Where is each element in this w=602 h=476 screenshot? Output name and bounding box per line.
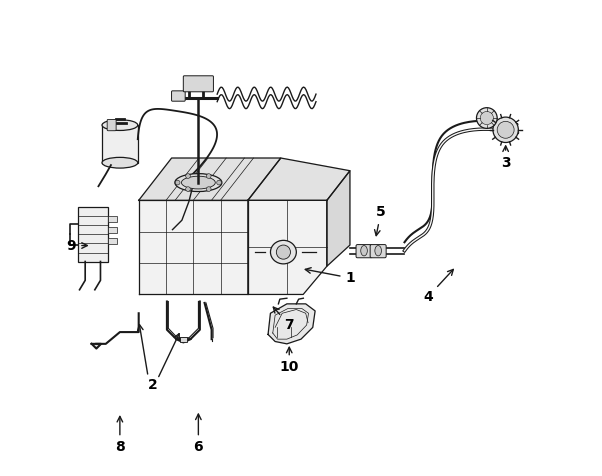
Polygon shape bbox=[92, 344, 101, 348]
Ellipse shape bbox=[175, 174, 222, 191]
Polygon shape bbox=[138, 158, 281, 200]
Ellipse shape bbox=[276, 245, 290, 259]
Ellipse shape bbox=[270, 240, 296, 264]
Text: 5: 5 bbox=[374, 205, 386, 236]
Polygon shape bbox=[268, 304, 315, 344]
FancyBboxPatch shape bbox=[107, 119, 116, 131]
Ellipse shape bbox=[361, 246, 367, 256]
Bar bbox=[108, 238, 117, 244]
Polygon shape bbox=[138, 200, 248, 295]
Text: 4: 4 bbox=[423, 269, 453, 304]
Bar bbox=[108, 227, 117, 233]
Ellipse shape bbox=[102, 120, 138, 130]
FancyBboxPatch shape bbox=[184, 76, 214, 92]
Text: 8: 8 bbox=[115, 416, 125, 455]
Bar bbox=[78, 208, 108, 261]
Ellipse shape bbox=[181, 176, 216, 189]
Polygon shape bbox=[327, 171, 350, 266]
Ellipse shape bbox=[375, 246, 382, 256]
Bar bbox=[108, 217, 117, 222]
Circle shape bbox=[185, 187, 190, 191]
Polygon shape bbox=[248, 200, 327, 295]
FancyBboxPatch shape bbox=[370, 245, 386, 258]
Text: 1: 1 bbox=[305, 268, 355, 285]
Circle shape bbox=[206, 174, 211, 178]
Circle shape bbox=[480, 111, 494, 125]
Bar bbox=[179, 337, 187, 342]
Circle shape bbox=[185, 174, 190, 178]
Text: 2: 2 bbox=[148, 378, 158, 392]
Text: 7: 7 bbox=[273, 307, 294, 332]
Circle shape bbox=[476, 108, 497, 129]
Text: 3: 3 bbox=[501, 146, 510, 170]
FancyBboxPatch shape bbox=[356, 245, 372, 258]
Text: 9: 9 bbox=[67, 238, 87, 253]
Circle shape bbox=[206, 187, 211, 191]
Circle shape bbox=[497, 121, 514, 138]
Text: 10: 10 bbox=[279, 347, 299, 374]
Polygon shape bbox=[248, 158, 350, 200]
Circle shape bbox=[175, 180, 180, 185]
Text: 6: 6 bbox=[194, 414, 203, 455]
Ellipse shape bbox=[102, 158, 138, 168]
FancyBboxPatch shape bbox=[172, 91, 185, 101]
Bar bbox=[102, 125, 138, 163]
Circle shape bbox=[217, 180, 222, 185]
Circle shape bbox=[493, 117, 518, 142]
